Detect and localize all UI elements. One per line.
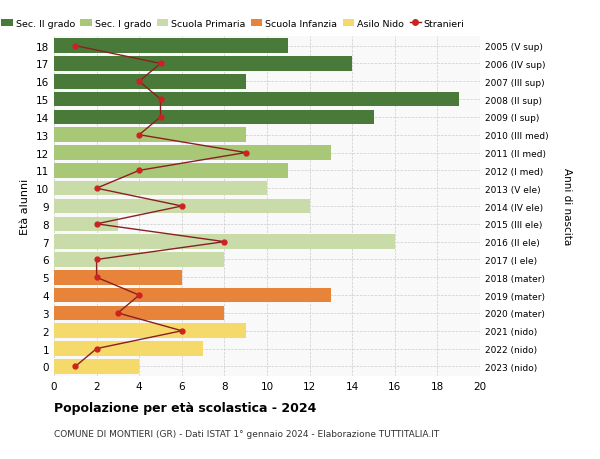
- Text: Popolazione per età scolastica - 2024: Popolazione per età scolastica - 2024: [54, 402, 316, 414]
- Bar: [54, 217, 118, 232]
- Bar: [54, 306, 224, 320]
- Bar: [54, 199, 310, 214]
- Bar: [54, 288, 331, 303]
- Bar: [54, 146, 331, 161]
- Text: COMUNE DI MONTIERI (GR) - Dati ISTAT 1° gennaio 2024 - Elaborazione TUTTITALIA.I: COMUNE DI MONTIERI (GR) - Dati ISTAT 1° …: [54, 429, 439, 438]
- Bar: [54, 341, 203, 356]
- Bar: [54, 110, 373, 125]
- Bar: [54, 164, 289, 178]
- Bar: [54, 359, 139, 374]
- Bar: [54, 57, 352, 72]
- Bar: [54, 252, 224, 267]
- Bar: [54, 39, 289, 54]
- Bar: [54, 181, 267, 196]
- Y-axis label: Età alunni: Età alunni: [20, 179, 31, 235]
- Bar: [54, 75, 246, 90]
- Bar: [54, 270, 182, 285]
- Bar: [54, 324, 246, 338]
- Bar: [54, 128, 246, 143]
- Bar: [54, 235, 395, 249]
- Bar: [54, 93, 459, 107]
- Legend: Sec. II grado, Sec. I grado, Scuola Primaria, Scuola Infanzia, Asilo Nido, Stran: Sec. II grado, Sec. I grado, Scuola Prim…: [1, 20, 464, 28]
- Y-axis label: Anni di nascita: Anni di nascita: [562, 168, 572, 245]
